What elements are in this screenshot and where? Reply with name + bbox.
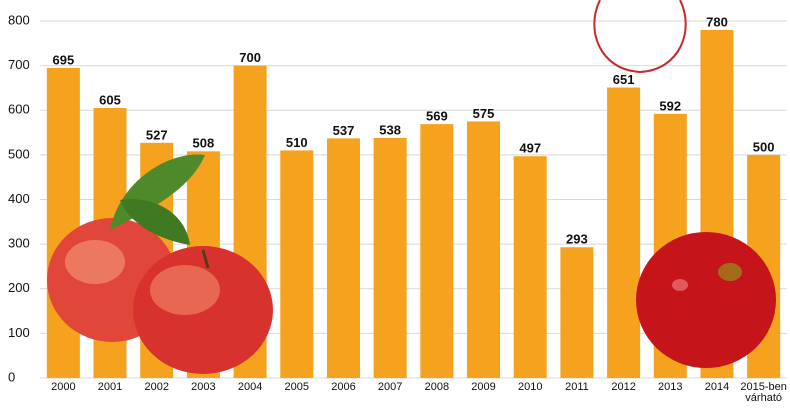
value-label: 651 (613, 72, 635, 87)
x-tick-label: 2001 (97, 381, 123, 393)
apple-decoration (47, 0, 776, 374)
x-tick-label: 2000 (51, 381, 76, 393)
x-tick-label: 2014 (704, 381, 730, 393)
value-label: 293 (566, 232, 588, 247)
y-tick-label: 0 (8, 369, 15, 384)
bar (420, 124, 454, 379)
value-label: 538 (379, 122, 401, 137)
x-tick-label: 2003 (191, 381, 216, 393)
bar (46, 67, 80, 378)
x-tick-label: 2013 (658, 381, 683, 393)
value-label: 527 (146, 127, 168, 142)
value-label: 569 (426, 109, 448, 124)
x-tick-label: 2011 (565, 381, 589, 393)
x-tick-label: 2007 (377, 381, 403, 393)
y-tick-label: 400 (8, 191, 30, 206)
bar (607, 87, 641, 379)
bar (280, 150, 314, 378)
value-label: 508 (193, 136, 215, 151)
x-tick-label: 2009 (471, 381, 496, 393)
value-label: 700 (239, 50, 261, 65)
value-label: 780 (706, 14, 728, 29)
y-tick-label: 500 (8, 146, 30, 161)
x-tick-label: 2006 (331, 381, 356, 393)
value-label: 695 (52, 52, 74, 67)
x-tick-label: 2005 (284, 381, 310, 393)
value-label: 497 (519, 141, 541, 156)
value-label: 537 (333, 123, 355, 138)
bar (373, 137, 407, 378)
x-tick-label: 2002 (144, 381, 169, 393)
y-tick-label: 800 (8, 12, 30, 27)
value-label: 510 (286, 135, 308, 150)
bar (560, 247, 594, 378)
x-tick-label: 2004 (237, 381, 263, 393)
bar (513, 156, 547, 378)
value-label: 575 (473, 106, 495, 121)
x-tick-label: 2010 (517, 381, 543, 393)
x-tick-label: 2015-ben várható (740, 381, 787, 404)
bar (467, 121, 501, 378)
x-tick-label: 2008 (424, 381, 450, 393)
bar (326, 138, 360, 378)
y-tick-label: 100 (8, 325, 30, 340)
x-tick-label: 2012 (611, 381, 636, 393)
value-label: 592 (659, 98, 681, 113)
value-label: 500 (753, 139, 775, 154)
y-tick-label: 200 (8, 280, 30, 295)
y-tick-label: 700 (8, 57, 30, 72)
value-label: 605 (99, 92, 121, 107)
y-tick-label: 300 (8, 236, 30, 251)
y-tick-label: 600 (8, 102, 30, 117)
